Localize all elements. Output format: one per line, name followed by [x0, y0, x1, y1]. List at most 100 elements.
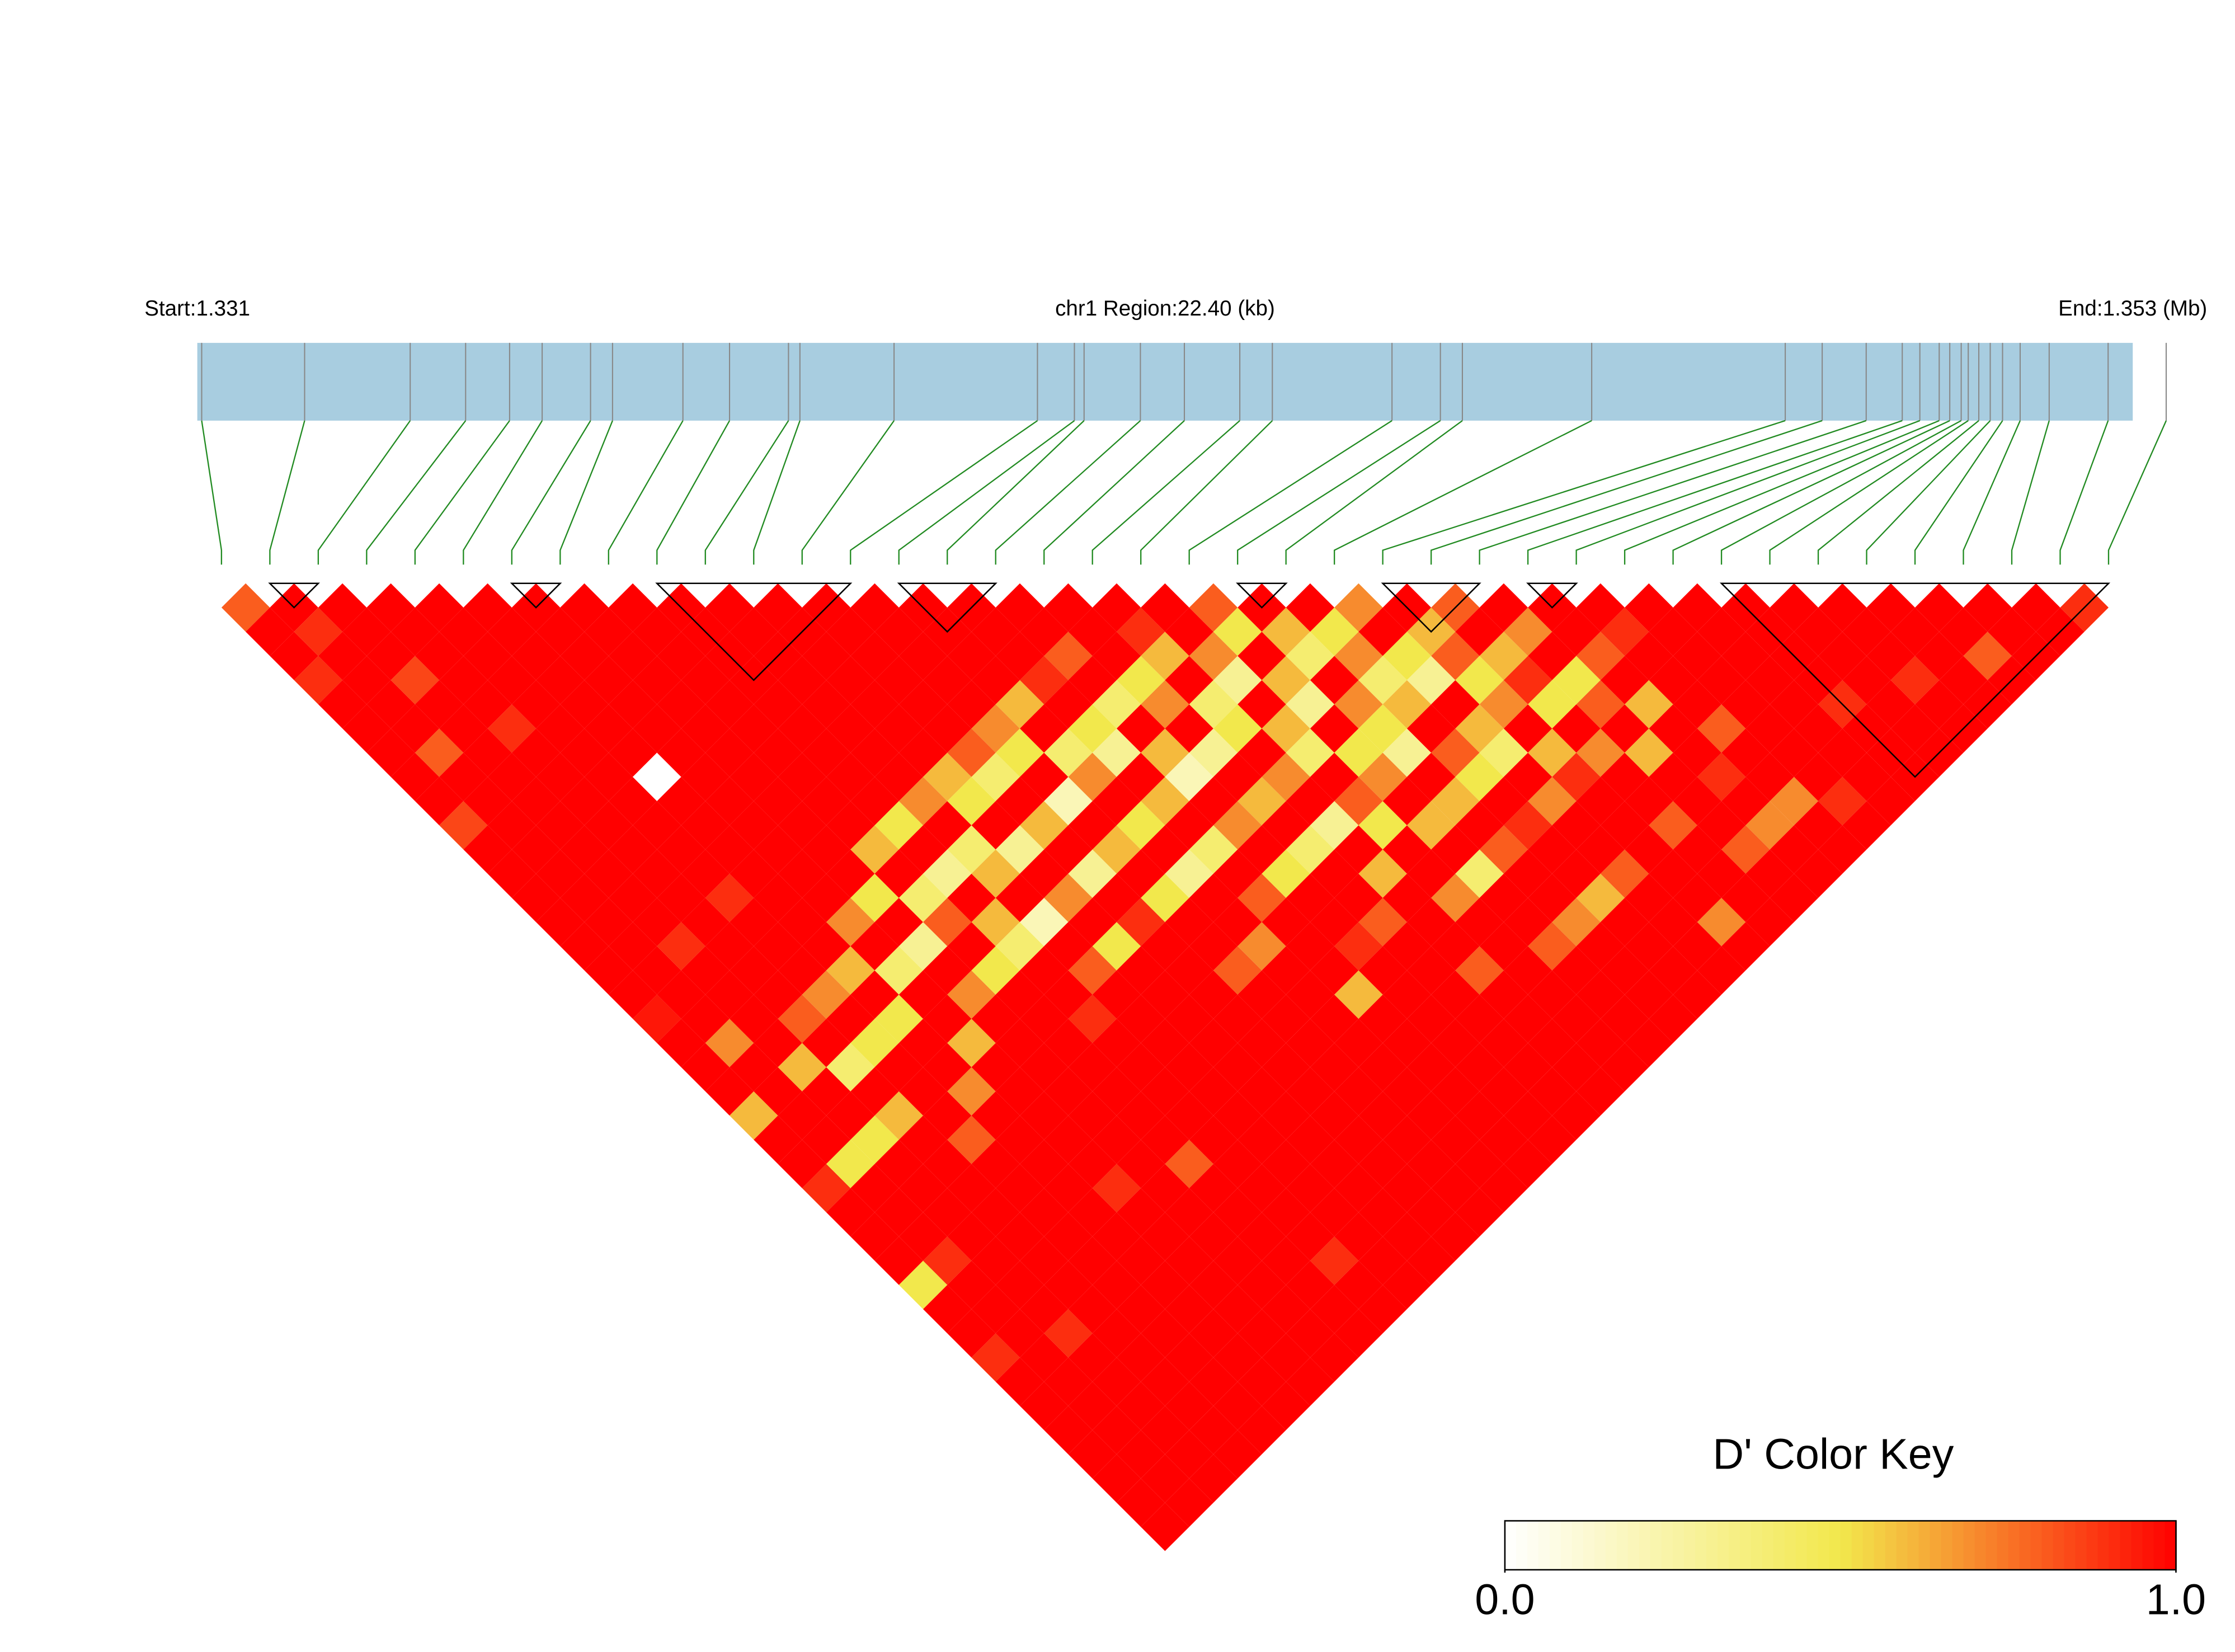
- ld-cell: [439, 608, 488, 656]
- ld-cell: [1770, 776, 1819, 826]
- ld-cell: [1334, 825, 1383, 874]
- key-swatch: [1818, 1521, 1830, 1570]
- ld-cell: [1842, 801, 1891, 850]
- key-swatch: [2053, 1521, 2065, 1570]
- ld-cell: [1576, 632, 1625, 680]
- ld-cell: [608, 776, 657, 826]
- ld-cell: [1092, 1212, 1141, 1261]
- key-swatch: [1672, 1521, 1685, 1570]
- key-swatch: [2030, 1521, 2043, 1570]
- snp-connector: [801, 420, 895, 565]
- ld-cell: [778, 656, 827, 704]
- ld-block: [1236, 582, 1288, 609]
- ld-cell: [1455, 801, 1504, 850]
- key-swatch: [1795, 1521, 1808, 1570]
- ld-cell: [1116, 752, 1165, 801]
- ld-cell: [487, 752, 537, 801]
- snp-connector: [608, 420, 684, 565]
- snp-connector: [463, 420, 543, 565]
- ld-cell: [1286, 632, 1335, 680]
- ld-cell: [1625, 583, 1673, 632]
- ld-cell: [1455, 608, 1504, 656]
- ld-cell: [1068, 1188, 1117, 1237]
- ld-cell: [1068, 897, 1117, 947]
- snp-connector: [1043, 420, 1185, 565]
- ld-cell: [1141, 583, 1189, 632]
- key-swatch: [1751, 1521, 1763, 1570]
- ld-cell: [366, 583, 415, 632]
- key-swatch: [2008, 1521, 2020, 1570]
- ld-block: [1526, 582, 1578, 609]
- ld-cell: [1697, 849, 1746, 898]
- key-swatch: [1616, 1521, 1629, 1570]
- ld-cell: [1334, 1019, 1383, 1067]
- ld-cell: [463, 583, 512, 632]
- ld-cell: [1092, 1260, 1141, 1310]
- snp-connector: [511, 420, 591, 565]
- ld-cell: [1552, 1091, 1601, 1140]
- ld-cell: [1503, 946, 1552, 995]
- ld-cell: [511, 776, 561, 826]
- ld-cell: [1697, 801, 1746, 850]
- ld-cell: [1262, 1284, 1310, 1334]
- key-swatch: [1885, 1521, 1897, 1570]
- ld-cell: [1092, 1019, 1141, 1067]
- ld-cell: [995, 1212, 1044, 1261]
- ld-cell: [1673, 922, 1722, 971]
- ld-cell: [584, 656, 633, 704]
- ld-cell: [995, 583, 1044, 632]
- ld-cell: [1189, 1019, 1238, 1067]
- key-swatch: [1896, 1521, 1908, 1570]
- snp-connector: [269, 420, 305, 565]
- ld-cell: [1866, 776, 1916, 826]
- key-swatch: [1907, 1521, 1919, 1570]
- ld-cell: [802, 680, 851, 729]
- ld-cell: [850, 1019, 899, 1067]
- ld-cell: [318, 680, 367, 729]
- ld-cell: [584, 608, 633, 656]
- ld-cell: [584, 897, 633, 947]
- key-swatch: [1762, 1521, 1775, 1570]
- key-swatch: [2064, 1521, 2076, 1570]
- key-swatch: [2041, 1521, 2054, 1570]
- ld-cell: [1528, 825, 1577, 874]
- ld-cell: [536, 897, 585, 947]
- snp-connector: [1188, 420, 1392, 565]
- ld-cell: [754, 583, 802, 632]
- ld-cell: [1673, 970, 1722, 1019]
- ld-cell: [633, 946, 681, 995]
- ld-cell: [560, 825, 609, 874]
- ld-cell: [850, 632, 899, 680]
- key-swatch: [2131, 1521, 2143, 1570]
- key-swatch: [1997, 1521, 2009, 1570]
- ld-cell: [1068, 1140, 1117, 1188]
- ld-cell: [1116, 897, 1165, 947]
- ld-cell: [1334, 583, 1383, 632]
- ld-cell: [1600, 801, 1649, 850]
- ld-cell: [1068, 1043, 1117, 1091]
- ld-cell: [1189, 1067, 1238, 1116]
- ld-cell: [947, 1260, 996, 1310]
- snp-connector: [1866, 420, 1991, 565]
- snp-connector: [1769, 420, 1969, 565]
- ld-cell: [1286, 1309, 1335, 1358]
- ld-cell: [1019, 849, 1069, 898]
- snp-connector: [995, 420, 1141, 565]
- ld-cell: [730, 849, 778, 898]
- ld-cell: [1745, 704, 1794, 753]
- ld-cell: [1141, 1212, 1189, 1261]
- ld-cell: [1189, 1454, 1238, 1503]
- ld-cell: [560, 728, 609, 777]
- ld-cell: [802, 1067, 851, 1116]
- ld-cell: [754, 680, 802, 729]
- ld-cell: [1673, 583, 1722, 632]
- ld-cell: [1697, 752, 1746, 801]
- ld-cell: [439, 704, 488, 753]
- ld-cell: [802, 873, 851, 923]
- ld-cell: [1068, 1284, 1117, 1334]
- ld-cell: [390, 704, 440, 753]
- ld-cell: [608, 728, 657, 777]
- ld-cell: [1552, 1043, 1601, 1091]
- ld-cell: [1044, 1212, 1093, 1261]
